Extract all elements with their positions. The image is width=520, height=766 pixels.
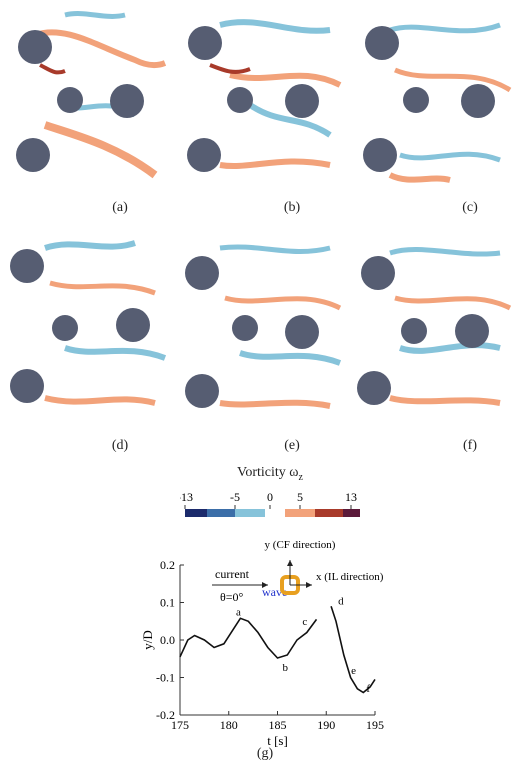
- vorticity-panel-f: [350, 228, 520, 418]
- colorbar-title-sub: z: [298, 471, 303, 483]
- panel-label-d: (d): [111, 438, 129, 453]
- point-annotation-f: f: [366, 683, 370, 695]
- y-axis-label: y/D: [140, 630, 155, 650]
- point-annotation-a: a: [236, 607, 241, 619]
- vorticity-panel-a: [5, 5, 175, 195]
- point-annotation-d: d: [338, 595, 344, 607]
- y-tick-label: -0.1: [156, 671, 175, 685]
- colorbar-segment: [285, 509, 315, 517]
- panel-label-f: (f): [463, 438, 477, 453]
- colorbar-title: Vorticity ωz: [180, 465, 360, 483]
- inset-x-axis-label: x (IL direction): [316, 571, 384, 583]
- vorticity-panel-c: [350, 5, 520, 195]
- point-annotation-b: b: [283, 662, 289, 674]
- vorticity-panel-e: [180, 228, 350, 418]
- series-line: [330, 605, 376, 694]
- inset-y-arrow-head: [287, 560, 293, 566]
- y-tick-label: 0.1: [160, 596, 175, 610]
- x-tick-label: 190: [317, 718, 335, 732]
- vorticity-field-f: [357, 246, 512, 406]
- vorticity-field-b: [187, 19, 342, 172]
- caption-g: (g): [256, 746, 274, 761]
- current-arrow-head: [262, 582, 268, 588]
- y-tick-label: -0.2: [156, 708, 175, 722]
- panel-label-b: (b): [283, 200, 301, 215]
- colorbar-tick-label: 5: [297, 490, 303, 504]
- y-tick-label: 0.2: [160, 558, 175, 572]
- inset-x-arrow-head: [306, 582, 312, 588]
- x-tick-label: 180: [220, 718, 238, 732]
- inset-current-label: current: [215, 567, 250, 581]
- colorbar-segment: [207, 509, 235, 517]
- colorbar-graphic: -13 -5 0 5 13: [180, 490, 360, 517]
- x-tick-label: 185: [269, 718, 287, 732]
- vorticity-colorbar: Vorticity ωz -13 -5 0 5 13: [180, 465, 360, 525]
- colorbar-tick-label: 0: [267, 490, 273, 504]
- panel-label-a: (a): [112, 200, 128, 215]
- colorbar-tick-label: 13: [345, 490, 357, 504]
- displacement-chart: 175 180 185 190 195 -0.2 -0.1 0.0 0.1 0.2 t [s] y/D…: [140, 540, 384, 748]
- panel-label-c: (c): [462, 200, 478, 215]
- point-annotation-c: c: [302, 616, 307, 628]
- x-tick-label: 195: [366, 718, 384, 732]
- inset-angle-label: θ=0°: [220, 590, 244, 604]
- colorbar-segment: [185, 509, 207, 517]
- colorbar-title-text: Vorticity ω: [237, 465, 299, 480]
- vorticity-panel-d: [5, 228, 175, 418]
- colorbar-segment: [235, 509, 265, 517]
- colorbar-tick-label: -5: [230, 490, 240, 504]
- inset-y-axis-label: y (CF direction): [265, 540, 336, 551]
- vorticity-field-e: [185, 244, 342, 409]
- vorticity-field-d: [10, 240, 167, 406]
- y-tick-label: 0.0: [160, 633, 175, 647]
- colorbar-segment: [343, 509, 360, 517]
- colorbar-segment: [315, 509, 343, 517]
- vorticity-field-a: [16, 11, 167, 179]
- vorticity-field-c: [363, 22, 512, 183]
- series-line: [179, 617, 318, 659]
- colorbar-tick-label: -13: [180, 490, 193, 504]
- point-annotation-e: e: [351, 665, 356, 677]
- panel-label-e: (e): [284, 438, 300, 453]
- x-tick-label: 175: [171, 718, 189, 732]
- vorticity-panel-b: [180, 5, 350, 195]
- x-axis-label: t [s]: [267, 733, 288, 748]
